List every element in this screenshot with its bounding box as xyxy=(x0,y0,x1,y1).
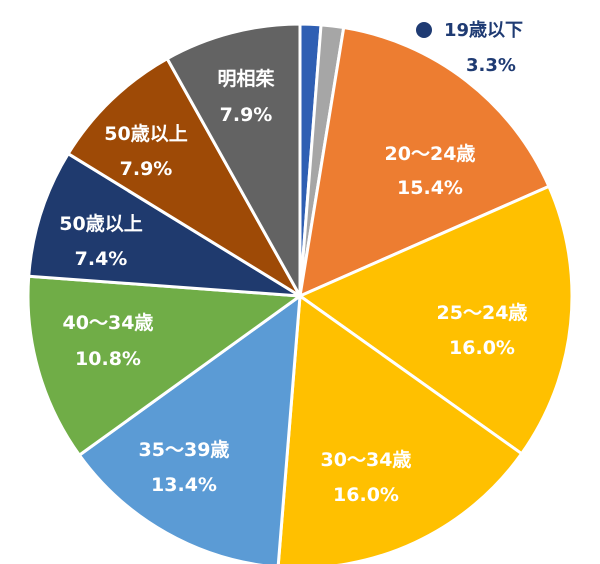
slice-label-50-brown: 50歳以上 xyxy=(104,123,187,145)
pie-slice-3 xyxy=(298,184,574,456)
slice-value-20-24: 15.4% xyxy=(397,177,463,199)
slice-label-35-39: 35～39歳 xyxy=(139,439,230,461)
slice-value-50-brown: 7.9% xyxy=(120,158,173,180)
slice-value-50-navy: 7.4% xyxy=(75,248,128,270)
slice-value-35-39: 13.4% xyxy=(151,474,217,496)
pie-slice-2 xyxy=(298,26,551,298)
slice-label-20-24: 20～24歳 xyxy=(385,143,476,165)
slice-label-25-24: 25～24歳 xyxy=(437,302,528,324)
slice-label-50-navy: 50歳以上 xyxy=(59,213,142,235)
slice-label-gray: 明相茱 xyxy=(217,67,275,90)
legend-label: 19歳以下 xyxy=(444,20,523,41)
pie-slice-6 xyxy=(26,274,302,457)
slice-value-30-34: 16.0% xyxy=(333,484,399,506)
slice-value-gray: 7.9% xyxy=(220,104,273,126)
pie-slices xyxy=(26,22,574,564)
slice-value-40-34: 10.8% xyxy=(75,348,141,370)
slice-label-30-34: 30～34歳 xyxy=(321,449,412,471)
pie-slice-7 xyxy=(27,152,302,298)
pie-slice-9 xyxy=(165,22,302,298)
legend-value: 3.3% xyxy=(466,55,516,76)
pie-slice-4 xyxy=(276,294,524,564)
slice-label-40-34: 40～34歳 xyxy=(63,312,154,334)
slice-value-25-24: 16.0% xyxy=(449,337,515,359)
pie-slice-8 xyxy=(66,57,302,298)
legend-marker xyxy=(416,22,432,38)
pie-slice-5 xyxy=(77,294,302,564)
